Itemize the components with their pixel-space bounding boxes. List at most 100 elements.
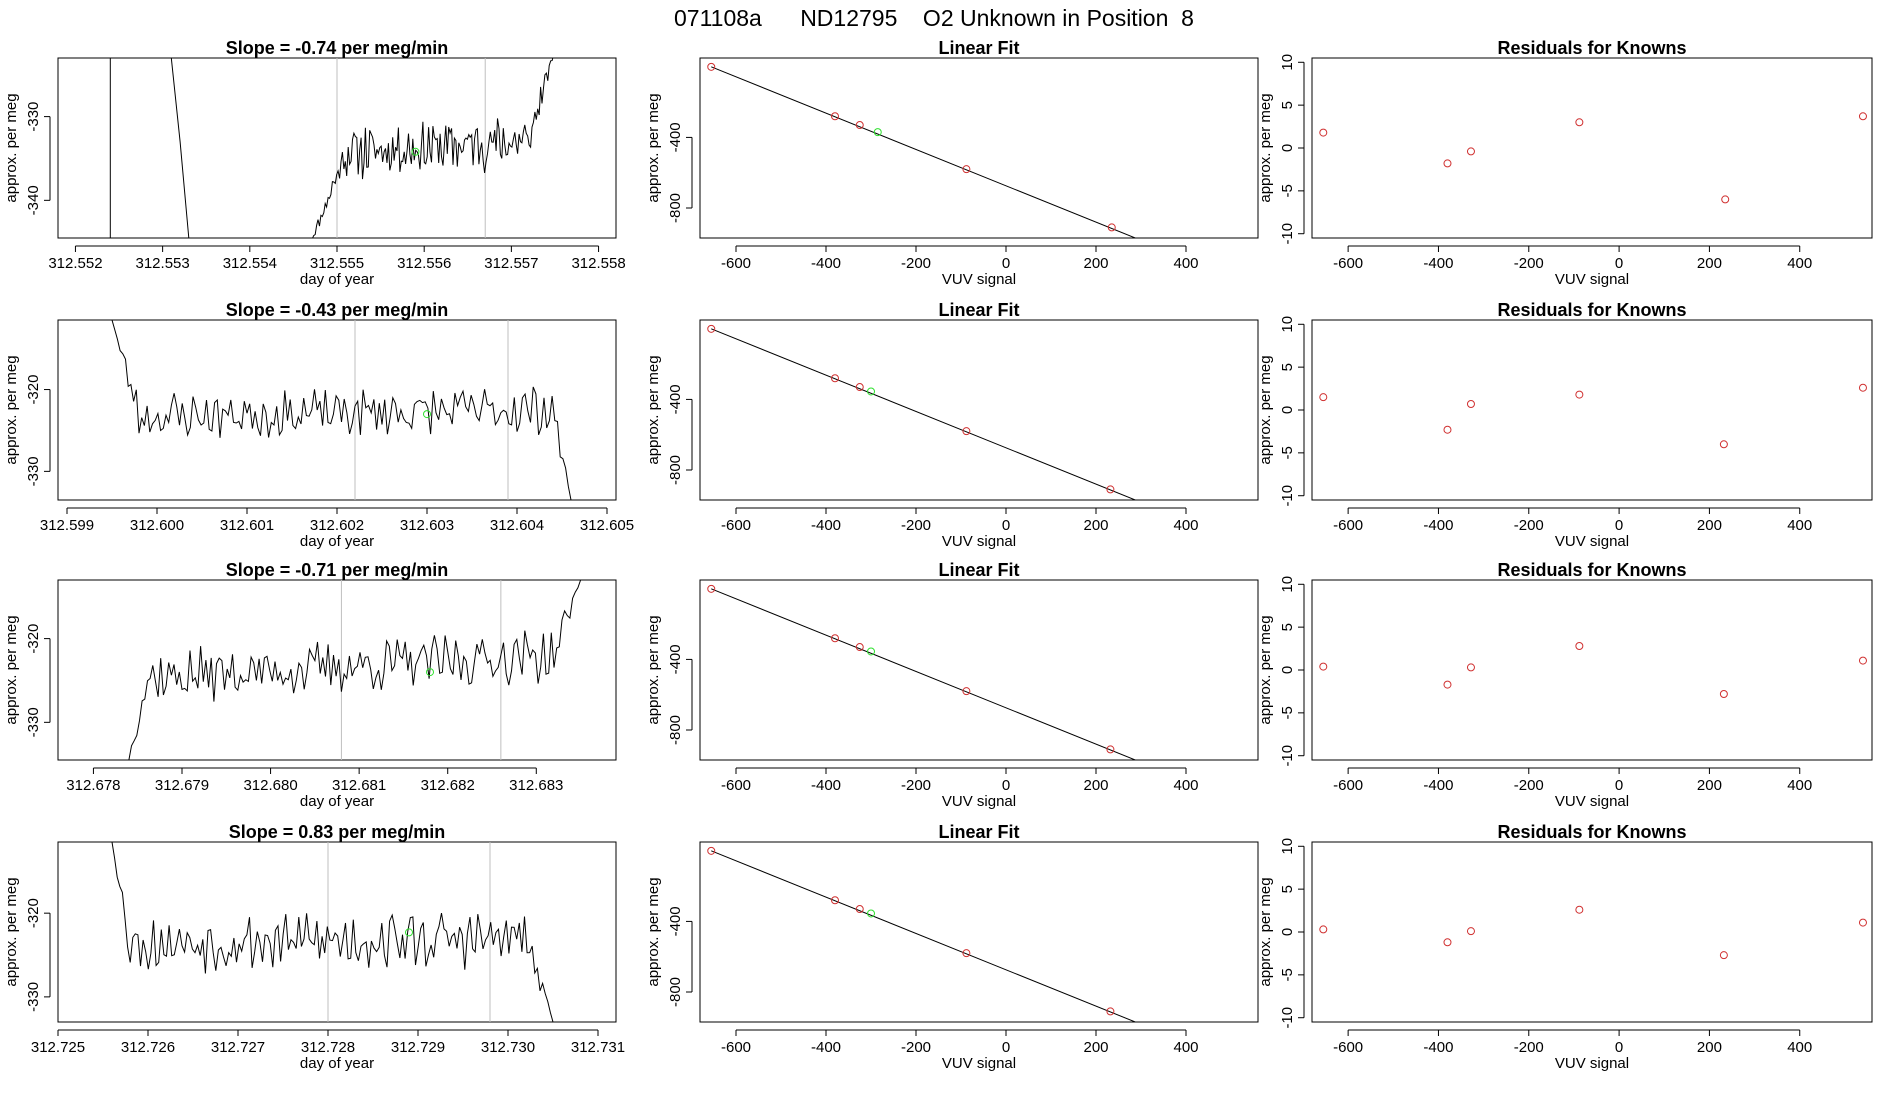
x-tick-label: 0 bbox=[1615, 517, 1623, 534]
x-tick-label: 400 bbox=[1173, 1039, 1198, 1056]
x-tick-label: 312.729 bbox=[391, 1039, 445, 1056]
residual-point bbox=[1319, 662, 1328, 671]
x-tick-label: 0 bbox=[1615, 255, 1623, 272]
x-axis-label: VUV signal bbox=[1555, 271, 1629, 288]
x-tick-label: 312.558 bbox=[571, 255, 625, 272]
x-tick-label: 400 bbox=[1787, 1039, 1812, 1056]
known-point bbox=[1106, 1007, 1115, 1016]
y-axis-label: approx. per meg bbox=[645, 877, 662, 986]
x-tick-label: 200 bbox=[1083, 777, 1108, 794]
x-axis-label: VUV signal bbox=[942, 533, 1016, 550]
plot-title: Residuals for Knowns bbox=[1497, 822, 1686, 842]
x-tick-label: -200 bbox=[901, 517, 931, 534]
known-point bbox=[962, 427, 971, 436]
known-point bbox=[831, 112, 839, 121]
known-point bbox=[1107, 223, 1116, 232]
trace-line bbox=[128, 580, 582, 760]
x-tick-label: -400 bbox=[1423, 255, 1453, 272]
fit-line bbox=[711, 328, 1137, 500]
y-axis-label: approx. per meg bbox=[3, 93, 20, 202]
x-tick-label: 312.678 bbox=[66, 777, 120, 794]
unknown-point bbox=[873, 128, 882, 137]
residual-point bbox=[1858, 918, 1867, 927]
x-tick-label: 312.555 bbox=[310, 255, 364, 272]
x-tick-label: -200 bbox=[901, 255, 931, 272]
residuals-panel: Residuals for Knowns -600 -400 -200 0 200 400 V… bbox=[1257, 560, 1873, 810]
x-tick-label: 200 bbox=[1083, 1039, 1108, 1056]
residual-point bbox=[1443, 938, 1452, 947]
residual-point bbox=[1443, 425, 1452, 434]
known-point bbox=[831, 374, 839, 383]
unknown-point bbox=[426, 668, 434, 677]
linear-fit-panel: Linear Fit -600 -400 -200 0 200 400 VUV signal -… bbox=[645, 300, 1259, 550]
x-tick-label: 400 bbox=[1173, 517, 1198, 534]
x-tick-label: 200 bbox=[1697, 255, 1722, 272]
y-tick-label: 5 bbox=[1279, 885, 1296, 893]
x-tick-label: -600 bbox=[721, 517, 751, 534]
x-tick-label: -600 bbox=[1333, 777, 1363, 794]
residual-point bbox=[1466, 400, 1475, 408]
y-tick-label: 10 bbox=[1279, 838, 1296, 855]
x-tick-label: 0 bbox=[1615, 777, 1623, 794]
y-axis-label: approx. per meg bbox=[645, 355, 662, 464]
y-tick-label: -330 bbox=[25, 102, 42, 132]
y-axis-label: approx. per meg bbox=[645, 93, 662, 202]
x-tick-label: -200 bbox=[901, 1039, 931, 1056]
time-series-panel: Slope = 0.83 per meg/min 312.725 312.726 31… bbox=[3, 822, 625, 1072]
x-tick-label: 312.554 bbox=[223, 255, 277, 272]
x-tick-label: -400 bbox=[1423, 517, 1453, 534]
y-tick-label: -400 bbox=[667, 906, 684, 936]
y-tick-label: -320 bbox=[25, 375, 42, 405]
x-tick-label: -400 bbox=[811, 777, 841, 794]
y-tick-label: -330 bbox=[25, 707, 42, 737]
plot-frame bbox=[1311, 579, 1873, 761]
y-axis-label: approx. per meg bbox=[1257, 355, 1274, 464]
plot-frame bbox=[1311, 841, 1873, 1023]
residual-point bbox=[1719, 440, 1728, 449]
known-point bbox=[707, 584, 716, 593]
x-tick-label: 200 bbox=[1083, 517, 1108, 534]
y-tick-label: -800 bbox=[667, 715, 684, 745]
x-axis-label: VUV signal bbox=[942, 1055, 1016, 1072]
x-tick-label: 312.552 bbox=[48, 255, 102, 272]
known-point bbox=[1246, 280, 1253, 287]
fit-line bbox=[711, 66, 1137, 238]
residual-point bbox=[1319, 128, 1328, 137]
plot-title: Residuals for Knowns bbox=[1497, 38, 1686, 58]
plot-title: Slope = -0.74 per meg/min bbox=[226, 38, 449, 58]
y-tick-label: 5 bbox=[1279, 101, 1296, 109]
x-tick-label: -200 bbox=[1514, 255, 1544, 272]
y-tick-label: -330 bbox=[25, 456, 42, 486]
x-tick-label: 400 bbox=[1787, 777, 1812, 794]
residual-point bbox=[1858, 112, 1867, 121]
plot-title: Linear Fit bbox=[938, 38, 1019, 58]
y-tick-label: -10 bbox=[1279, 1007, 1296, 1029]
fit-line bbox=[711, 850, 1137, 1022]
linear-fit-panel: Linear Fit -600 -400 -200 0 200 400 VUV signal -… bbox=[645, 822, 1259, 1072]
y-tick-label: -320 bbox=[25, 898, 42, 928]
y-tick-label: -320 bbox=[25, 624, 42, 654]
x-axis-label: day of year bbox=[300, 533, 374, 550]
residual-point bbox=[1858, 656, 1867, 665]
x-tick-label: 0 bbox=[1002, 1039, 1010, 1056]
x-axis-label: day of year bbox=[300, 793, 374, 810]
x-tick-label: 0 bbox=[1002, 777, 1010, 794]
y-tick-label: -340 bbox=[25, 185, 42, 215]
x-tick-label: 312.680 bbox=[243, 777, 297, 794]
plot-title: Linear Fit bbox=[938, 300, 1019, 320]
x-axis-label: VUV signal bbox=[1555, 793, 1629, 810]
time-series-panel: Slope = -0.74 per meg/min 312.552 312.553 3… bbox=[3, 38, 626, 288]
y-axis-label: approx. per meg bbox=[3, 615, 20, 724]
plot-frame bbox=[1311, 319, 1873, 501]
x-axis-label: VUV signal bbox=[942, 271, 1016, 288]
x-tick-label: 0 bbox=[1002, 517, 1010, 534]
x-tick-label: 312.605 bbox=[580, 517, 634, 534]
x-tick-label: -600 bbox=[1333, 1039, 1363, 1056]
x-tick-label: 312.725 bbox=[31, 1039, 85, 1056]
x-tick-label: -400 bbox=[811, 517, 841, 534]
y-tick-label: 0 bbox=[1279, 144, 1296, 152]
residuals-panel: Residuals for Knowns -600 -400 -200 0 200 400 V… bbox=[1257, 38, 1873, 288]
y-tick-label: -5 bbox=[1279, 184, 1296, 197]
plot-title: Linear Fit bbox=[938, 560, 1019, 580]
residual-point bbox=[1443, 680, 1452, 689]
